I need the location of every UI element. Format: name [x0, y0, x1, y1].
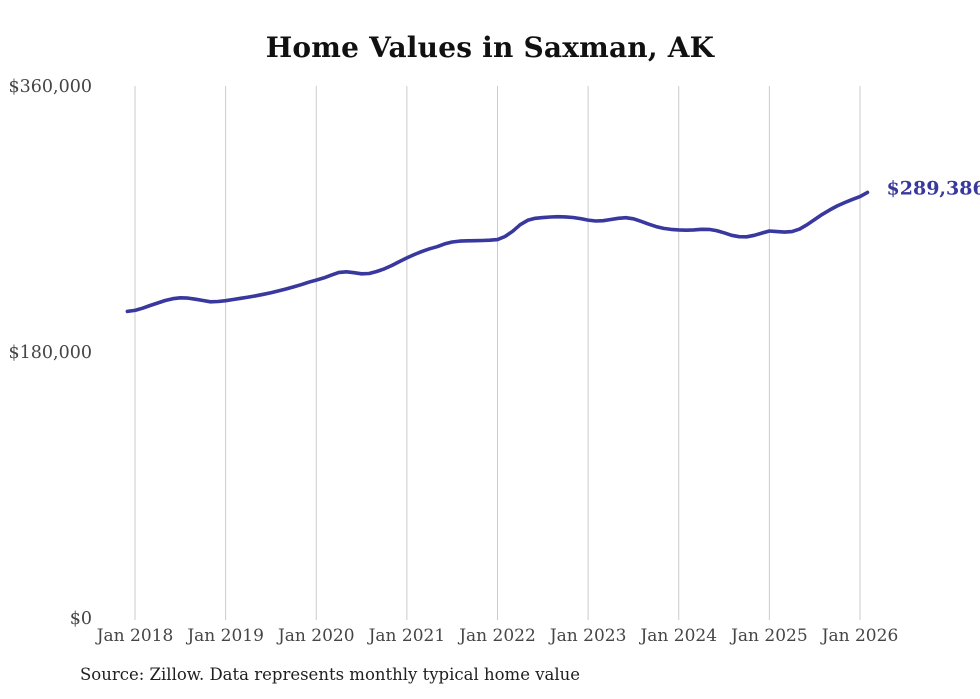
x-tick-label: Jan 2025 [729, 626, 808, 646]
y-tick-label: $360,000 [8, 77, 92, 97]
chart-title: Home Values in Saxman, AK [265, 31, 715, 64]
x-tick-label: Jan 2023 [548, 626, 627, 646]
x-tick-label: Jan 2018 [95, 626, 174, 646]
x-tick-label: Jan 2022 [457, 626, 536, 646]
source-note: Source: Zillow. Data represents monthly … [80, 665, 581, 684]
x-tick-label: Jan 2019 [185, 626, 264, 646]
x-tick-label: Jan 2026 [820, 626, 899, 646]
y-tick-label: $180,000 [8, 343, 92, 363]
x-tick-label: Jan 2020 [276, 626, 355, 646]
x-tick-label: Jan 2024 [638, 626, 717, 646]
end-value-label: $289,386 [887, 177, 980, 199]
home-value-line [125, 190, 870, 314]
x-tick-label: Jan 2021 [367, 626, 446, 646]
y-tick-label: $0 [70, 609, 92, 629]
